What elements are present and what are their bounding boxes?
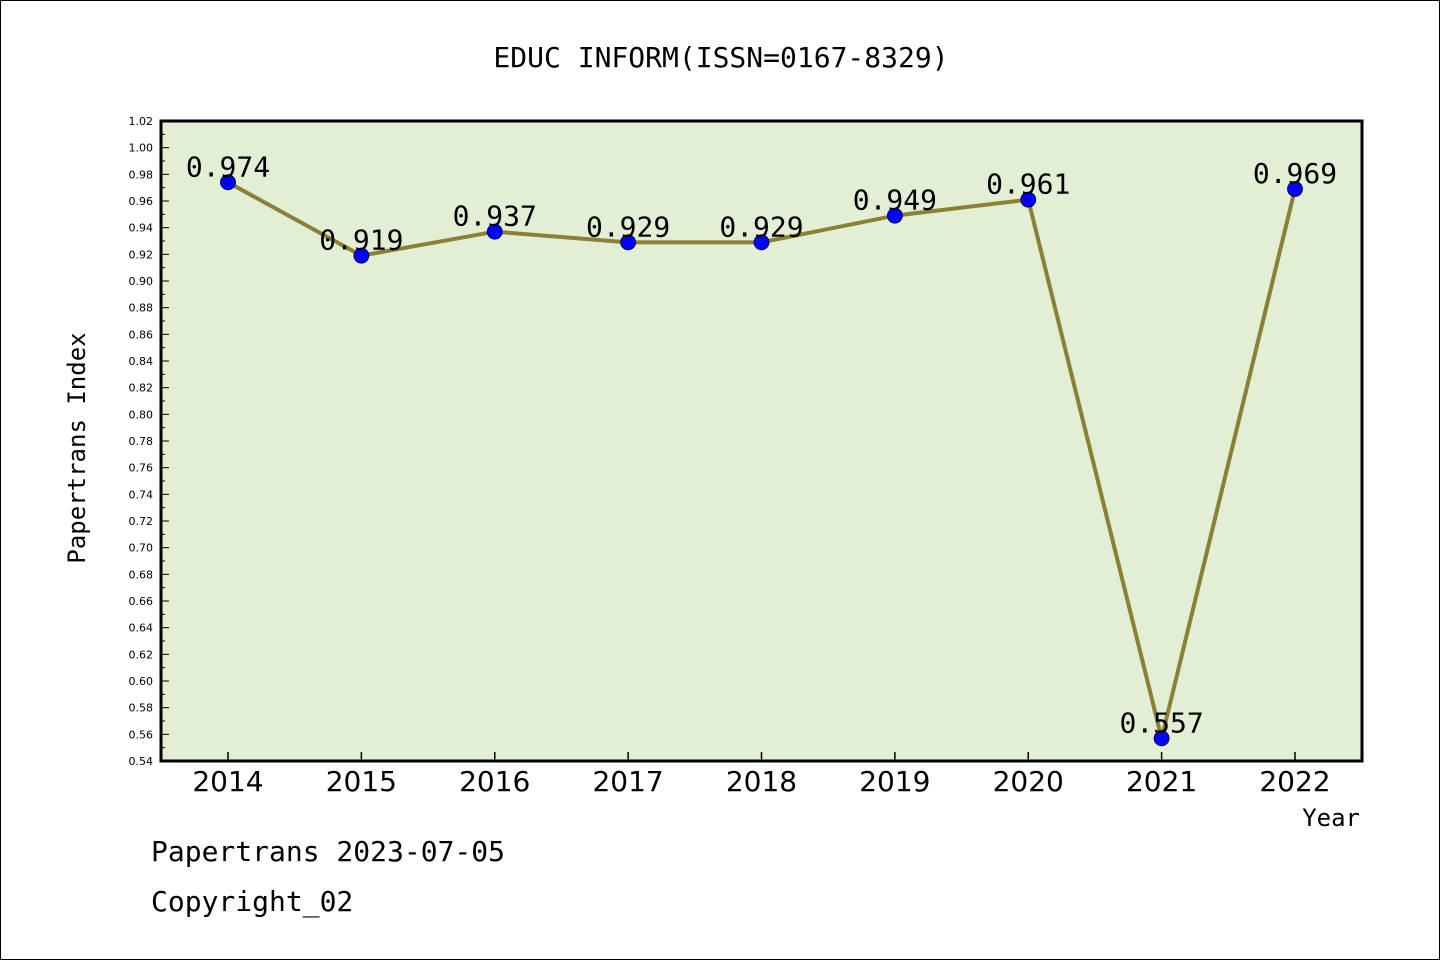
x-tick-label: 2019	[859, 765, 930, 798]
data-label: 0.557	[1119, 706, 1203, 739]
data-point	[1153, 730, 1170, 747]
x-tick-label: 2017	[592, 765, 663, 798]
data-point	[486, 223, 503, 240]
y-tick-label: 0.86	[129, 328, 154, 341]
data-point	[753, 234, 770, 251]
chart-title: EDUC INFORM(ISSN=0167-8329)	[493, 41, 948, 74]
y-tick-label: 0.54	[129, 755, 154, 768]
data-label: 0.974	[186, 150, 270, 183]
y-tick-label: 1.02	[129, 115, 154, 128]
footer-date-line: Papertrans 2023-07-05	[151, 835, 506, 868]
data-point	[886, 207, 903, 224]
y-tick-label: 0.84	[129, 355, 154, 368]
plot-area	[159, 119, 1364, 763]
y-tick-label: 0.82	[129, 382, 154, 395]
y-tick-label: 0.98	[129, 168, 154, 181]
data-label: 0.929	[719, 210, 803, 243]
x-axis: 2014 2015 2016 2017 2018 2019 2020 2021 2022	[192, 752, 1331, 798]
y-tick-label: 0.62	[129, 648, 154, 661]
y-tick-label: 0.64	[129, 622, 154, 635]
y-tick-label: 0.90	[129, 275, 154, 288]
y-tick-label: 0.58	[129, 702, 154, 715]
y-axis: 0.54 0.56 0.58 0.60 0.62 0.64 0.66 0.68 0.70 0.72…	[129, 115, 169, 768]
y-tick-label: 0.74	[129, 488, 154, 501]
data-label: 0.929	[586, 210, 670, 243]
data-label: 0.969	[1253, 157, 1337, 190]
data-label: 0.937	[453, 200, 537, 233]
y-tick-label: 1.00	[129, 142, 154, 155]
data-point	[1287, 181, 1303, 197]
x-tick-label: 2014	[192, 765, 263, 798]
data-label: 0.961	[986, 168, 1070, 201]
series-layer: 0.974 0.919 0.937 0.929 0.929 0.949 0.961 0.557…	[186, 150, 1337, 747]
x-axis-label: Year	[1302, 804, 1360, 832]
y-tick-label: 0.76	[129, 462, 154, 475]
x-tick-label: 2015	[326, 765, 397, 798]
y-tick-label: 0.96	[129, 195, 154, 208]
x-tick-label: 2020	[993, 765, 1064, 798]
y-tick-label: 0.88	[129, 302, 154, 315]
data-label: 0.949	[853, 184, 937, 217]
data-point	[353, 247, 370, 264]
y-tick-label: 0.68	[129, 568, 154, 581]
data-label: 0.919	[319, 224, 403, 257]
y-tick-label: 0.56	[129, 728, 154, 741]
y-tick-label: 0.66	[129, 595, 154, 608]
y-tick-label: 0.80	[129, 408, 154, 421]
x-tick-label: 2018	[726, 765, 797, 798]
data-point	[620, 234, 637, 251]
y-tick-label: 0.78	[129, 435, 154, 448]
data-point	[220, 174, 236, 191]
y-axis-label: Papertrans Index	[63, 332, 91, 563]
y-tick-label: 0.72	[129, 515, 154, 528]
footer-copyright: Copyright_02	[151, 885, 354, 918]
y-tick-label: 0.94	[129, 222, 154, 235]
y-tick-label: 0.60	[129, 675, 154, 688]
x-tick-label: 2021	[1126, 765, 1197, 798]
x-tick-label: 2022	[1259, 765, 1330, 798]
x-tick-label: 2016	[459, 765, 530, 798]
y-tick-label: 0.92	[129, 248, 154, 261]
y-tick-label: 0.70	[129, 542, 154, 555]
data-point	[1020, 191, 1037, 208]
